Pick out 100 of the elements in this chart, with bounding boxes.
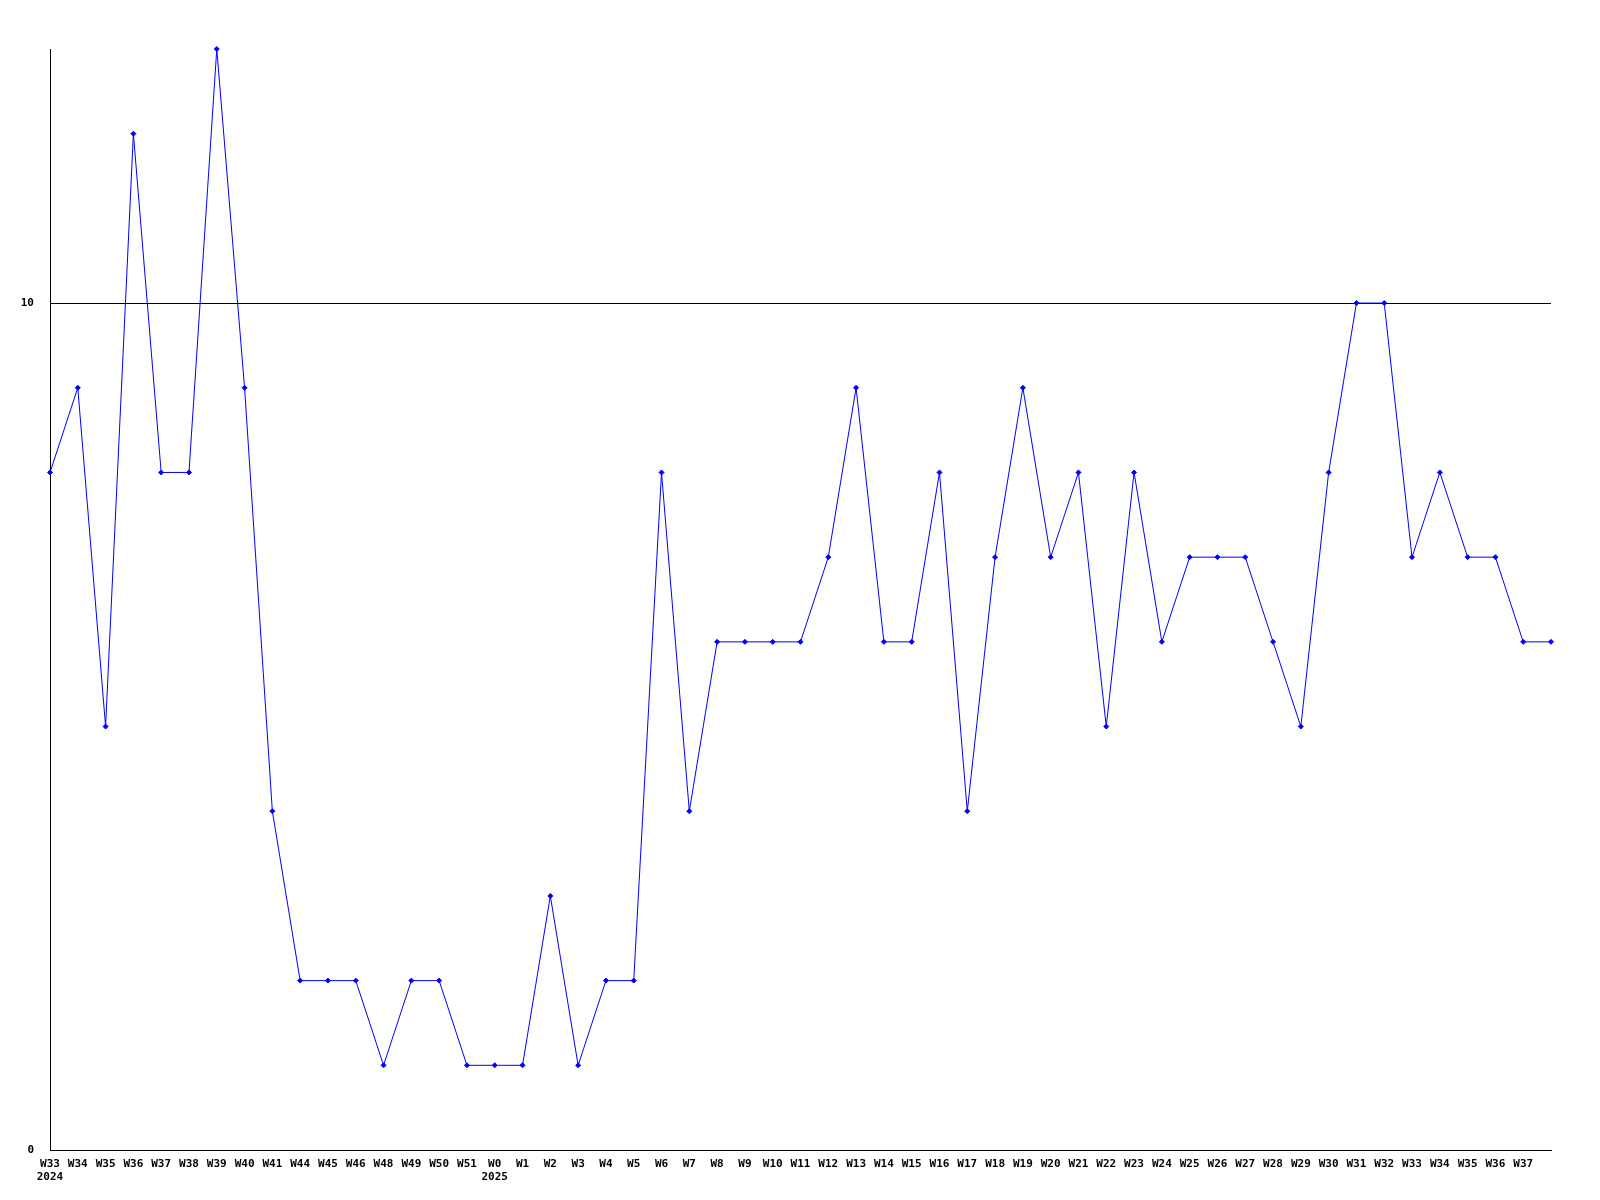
point	[436, 977, 443, 984]
x-tick-label: W34	[1429, 1156, 1451, 1170]
x-tick-label: W36	[1485, 1156, 1506, 1170]
point	[1019, 384, 1026, 391]
x-tick-label: W15	[901, 1156, 922, 1170]
x-tick-label: W2	[543, 1156, 557, 1170]
x-tick-label: W28	[1263, 1156, 1283, 1170]
point	[797, 638, 804, 645]
x-tick-label: W33 2024	[36, 1156, 64, 1184]
point	[408, 977, 415, 984]
x-tick-label: W48	[373, 1156, 394, 1170]
x-tick-label: W46	[345, 1156, 367, 1170]
x-tick-label: W49	[401, 1156, 422, 1170]
point	[1270, 638, 1277, 645]
point	[964, 808, 971, 815]
x-tick-label: W20	[1040, 1156, 1061, 1170]
point	[575, 1062, 582, 1069]
x-tick-label: W23	[1124, 1156, 1144, 1170]
point	[686, 808, 693, 815]
x-tick-label: W37	[151, 1156, 172, 1170]
point	[491, 1062, 498, 1069]
point	[185, 469, 192, 476]
x-tick-label: W7	[682, 1156, 696, 1170]
point	[1436, 469, 1443, 476]
x-tick-label: W3	[571, 1156, 585, 1170]
x-tick-label: W22	[1096, 1156, 1117, 1170]
point	[1131, 469, 1138, 476]
x-tick-label: W19	[1012, 1156, 1033, 1170]
x-tick-label: W39	[206, 1156, 227, 1170]
point	[1047, 554, 1054, 561]
point	[324, 977, 331, 984]
point	[380, 1062, 387, 1069]
point	[880, 638, 887, 645]
x-tick-label: W34	[67, 1156, 89, 1170]
point	[714, 638, 721, 645]
x-tick-label: W1	[515, 1156, 530, 1170]
point	[908, 638, 915, 645]
point	[1381, 300, 1388, 307]
point	[1214, 554, 1221, 561]
point	[297, 977, 304, 984]
x-tick-label: W37	[1513, 1156, 1534, 1170]
point	[1492, 554, 1499, 561]
point	[1103, 723, 1110, 730]
x-tick-label: W36	[123, 1156, 144, 1170]
x-tick-label: W12	[818, 1156, 839, 1170]
point	[1464, 554, 1471, 561]
point	[630, 977, 637, 984]
point	[1186, 554, 1193, 561]
x-tick-label: W18	[985, 1156, 1006, 1170]
point	[769, 638, 776, 645]
point	[130, 130, 137, 137]
x-tick-label: W26	[1207, 1156, 1228, 1170]
x-tick-label: W45	[318, 1156, 338, 1170]
x-tick-label: W4	[599, 1156, 613, 1170]
x-tick-label: W11	[790, 1156, 811, 1170]
point	[1520, 638, 1527, 645]
point	[853, 384, 860, 391]
x-tick-label: W44	[290, 1156, 311, 1170]
point	[1409, 554, 1416, 561]
x-tick-label: W31	[1346, 1156, 1367, 1170]
point	[241, 384, 248, 391]
point	[992, 554, 999, 561]
x-tick-label: W24	[1151, 1156, 1173, 1170]
point	[547, 892, 554, 899]
point	[352, 977, 359, 984]
point	[1548, 638, 1554, 645]
point	[519, 1062, 526, 1069]
x-tick-label: W25	[1179, 1156, 1200, 1170]
x-tick-label: W32	[1374, 1156, 1395, 1170]
point	[269, 808, 276, 815]
point	[47, 469, 53, 476]
x-tick-label: W29	[1290, 1156, 1311, 1170]
x-tick-label: W17	[957, 1156, 978, 1170]
point	[1325, 469, 1332, 476]
point	[1242, 554, 1249, 561]
x-tick-label: W38	[179, 1156, 199, 1170]
point	[1353, 300, 1360, 307]
x-tick-label: W40	[234, 1156, 255, 1170]
x-tick-label: W6	[654, 1156, 669, 1170]
point	[74, 384, 81, 391]
x-tick-label: W0 2025	[481, 1156, 508, 1184]
x-tick-label: W21	[1068, 1156, 1089, 1170]
x-tick-label: W14	[873, 1156, 895, 1170]
x-tick-label: W35	[1457, 1156, 1478, 1170]
point	[741, 638, 748, 645]
x-tick-label: W35	[95, 1156, 116, 1170]
point	[463, 1062, 470, 1069]
y-tick-label: 0	[27, 1142, 34, 1156]
x-tick-label: W8	[710, 1156, 724, 1170]
point	[825, 554, 832, 561]
point	[102, 723, 109, 730]
x-tick-label: W50	[429, 1156, 450, 1170]
point	[1297, 723, 1304, 730]
x-tick-label: W9	[738, 1156, 752, 1170]
x-tick-label: W5	[627, 1156, 641, 1170]
point	[158, 469, 165, 476]
point	[658, 469, 665, 476]
x-tick-label: W41	[262, 1156, 283, 1170]
x-tick-label: W10	[762, 1156, 783, 1170]
x-tick-label: W30	[1318, 1156, 1339, 1170]
